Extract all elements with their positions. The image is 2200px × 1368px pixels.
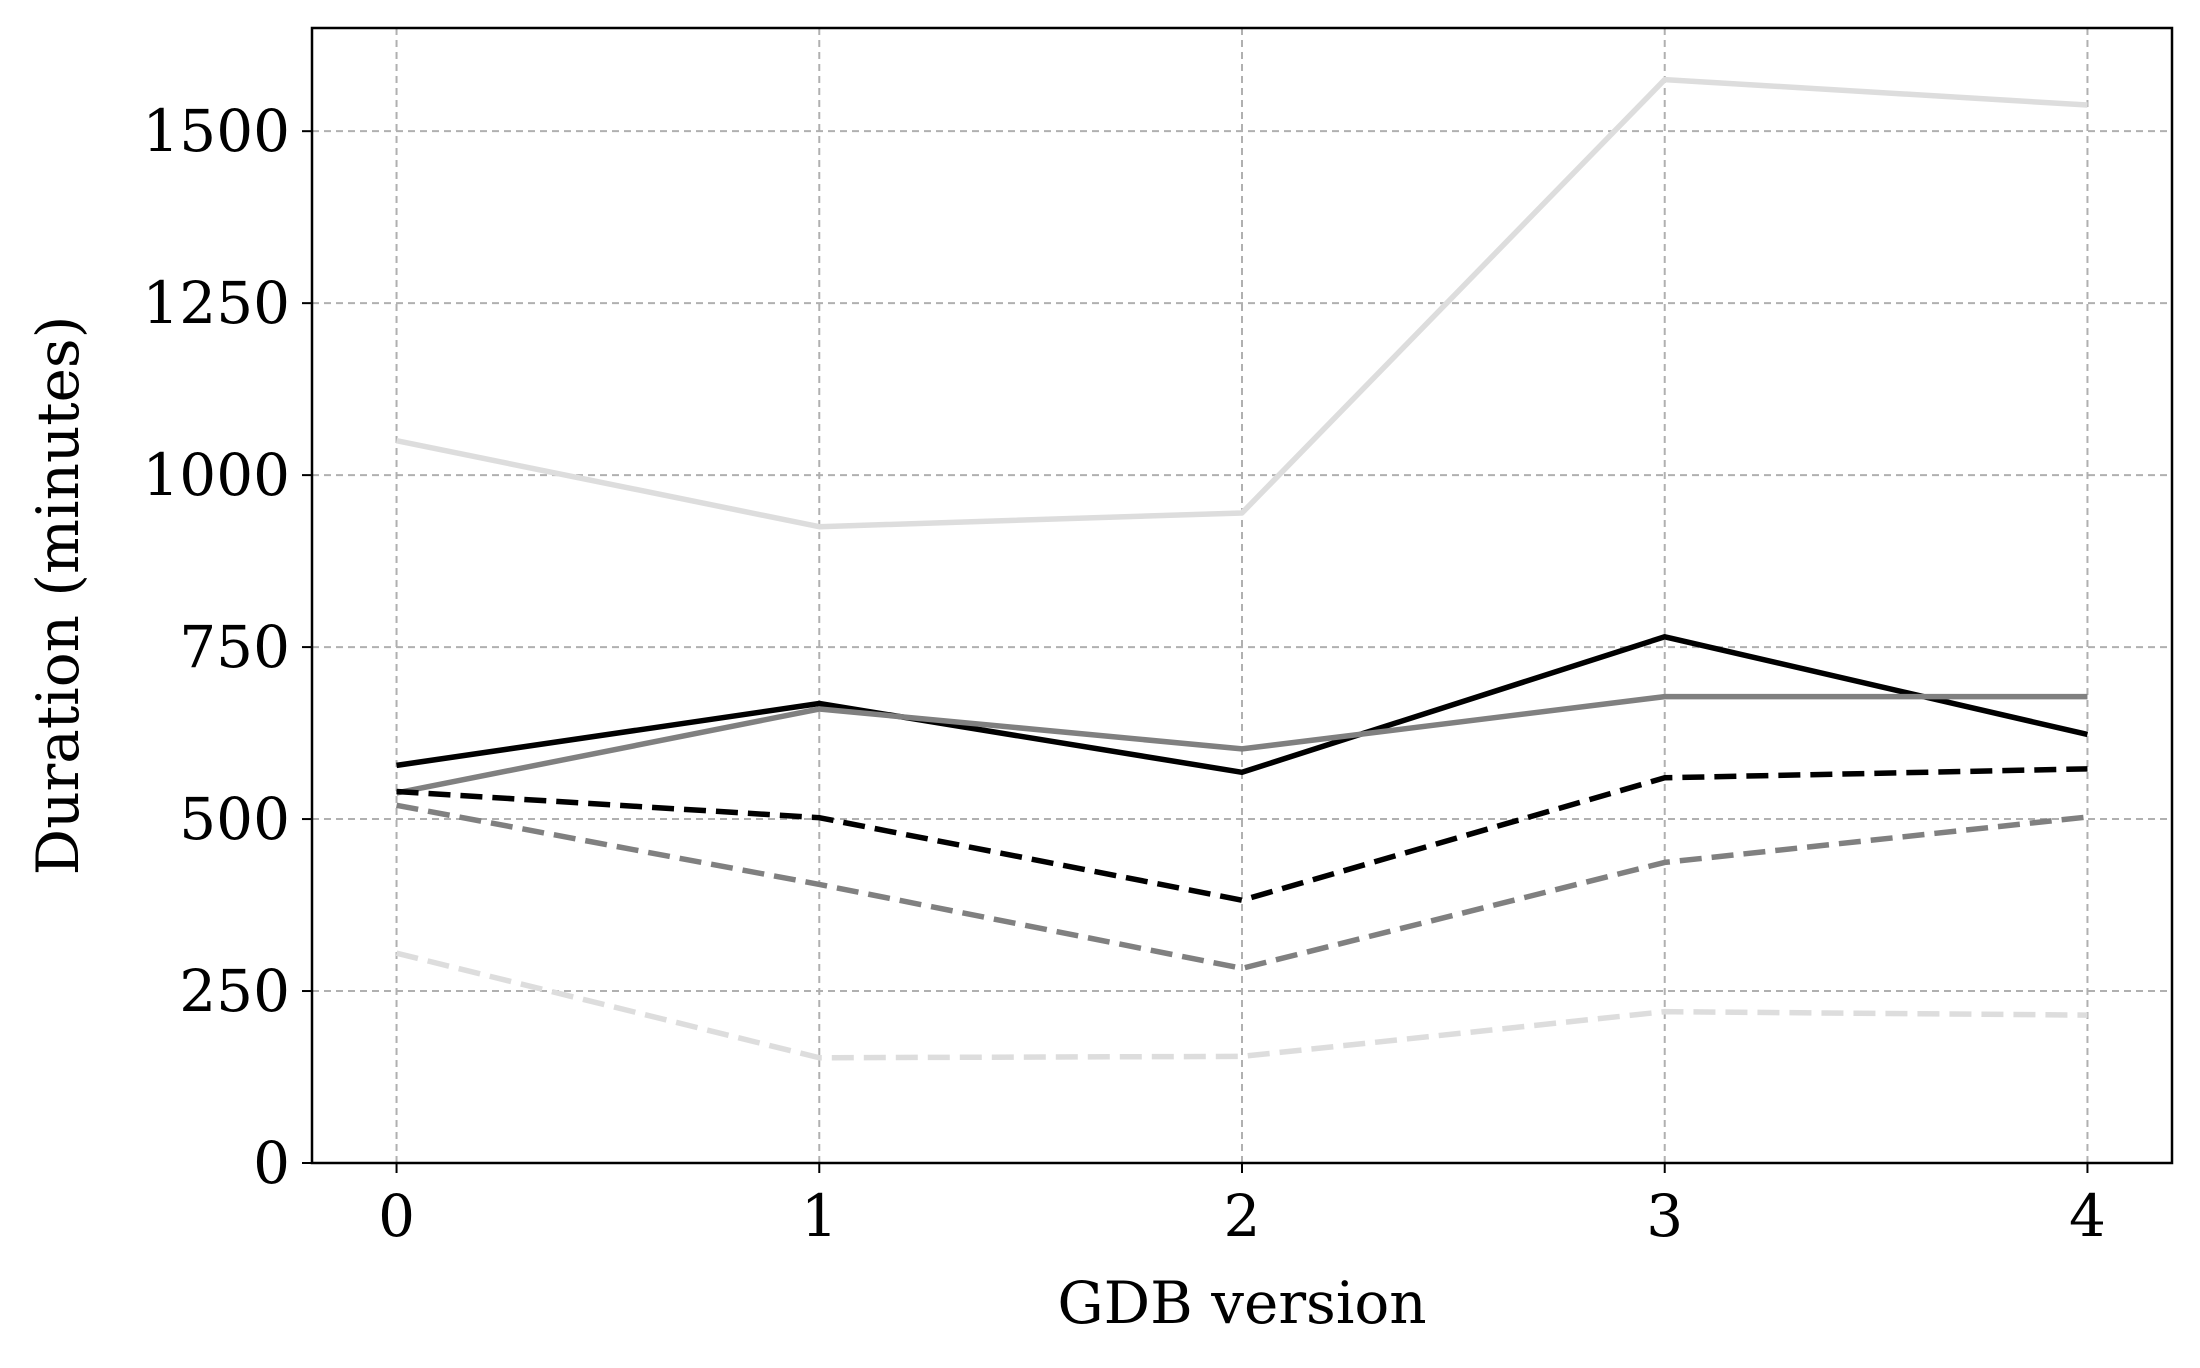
x-tick-label: 3 <box>1646 1182 1683 1250</box>
x-tick-label: 1 <box>801 1182 838 1250</box>
y-tick-label: 750 <box>179 613 290 681</box>
y-tick-label: 1500 <box>142 97 290 165</box>
series-line-1-solid <box>396 634 2089 776</box>
y-tick-label: 250 <box>179 957 290 1025</box>
x-tick-label: 0 <box>378 1182 415 1250</box>
x-tick-label: 4 <box>2069 1182 2106 1250</box>
y-tick-label: 1250 <box>142 269 290 337</box>
x-tick-label: 2 <box>1224 1182 1261 1250</box>
x-axis-label: GDB version <box>1057 1269 1426 1337</box>
y-tick-label: 1000 <box>142 441 290 509</box>
series-lines <box>395 76 2089 1061</box>
grid <box>312 28 2172 1163</box>
axis-ticks: 0 1 2 3 4 0 250 500 750 1000 1250 1500 <box>142 97 2106 1250</box>
y-axis-label: Duration (minutes) <box>24 316 92 876</box>
series-line-6-dashed <box>395 950 2088 1061</box>
series-line-2-solid <box>396 693 2088 796</box>
series-line-3-solid <box>395 76 2088 530</box>
y-tick-label: 0 <box>253 1129 290 1197</box>
y-tick-label: 500 <box>179 785 290 853</box>
